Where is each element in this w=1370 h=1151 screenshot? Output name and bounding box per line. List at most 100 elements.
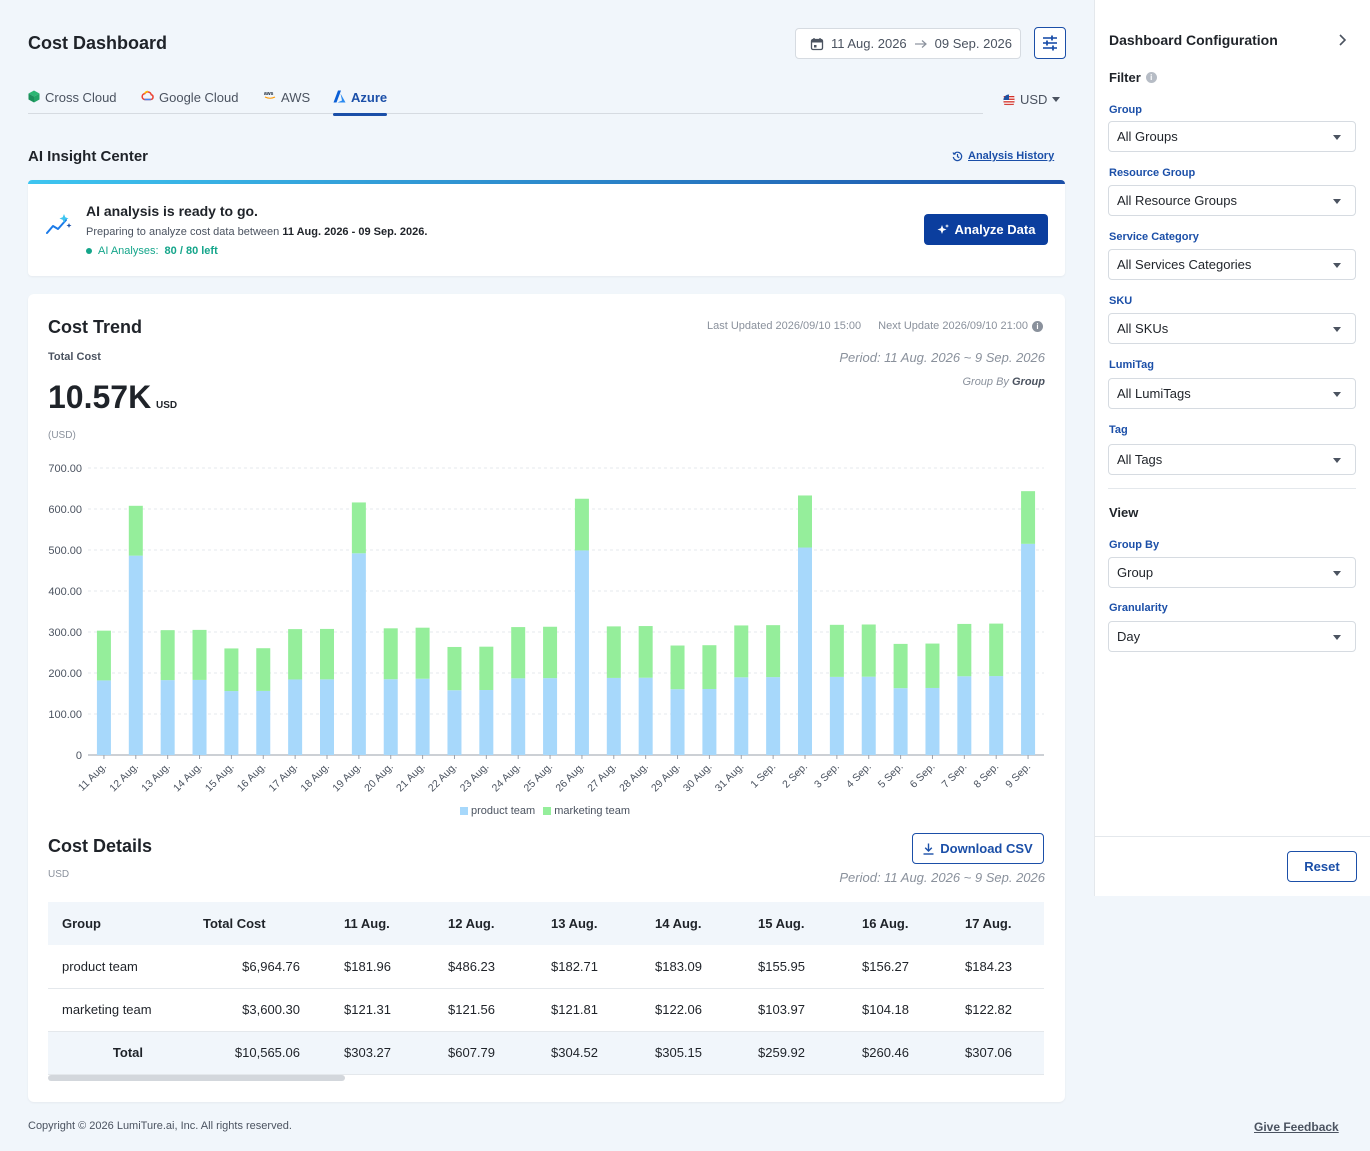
legend-item-product-team[interactable]: product team <box>460 805 535 817</box>
bar-segment <box>1021 491 1036 544</box>
view-heading: View <box>1109 505 1139 520</box>
column-header[interactable]: 11 Aug. <box>314 902 418 945</box>
us-flag-icon <box>1003 93 1015 106</box>
x-tick-label: 16 Aug. <box>235 761 269 795</box>
group-cell: marketing team <box>48 988 179 1032</box>
group-filter-select[interactable]: All Groups <box>1108 121 1356 152</box>
x-tick-label: 15 Aug. <box>203 761 237 795</box>
lumitag-filter-select[interactable]: All LumiTags <box>1108 378 1356 409</box>
chevron-right-icon[interactable] <box>1335 32 1349 48</box>
reset-button[interactable]: Reset <box>1287 851 1357 882</box>
tab-aws[interactable]: aws AWS <box>264 90 310 114</box>
cost-cell: $183.09 <box>625 945 728 989</box>
analysis-history-link[interactable]: Analysis History <box>952 150 1054 162</box>
resource-group-filter-select[interactable]: All Resource Groups <box>1108 185 1356 216</box>
tab-azure[interactable]: Azure <box>333 90 388 116</box>
cost-cell: $260.46 <box>832 1031 935 1075</box>
bar-segment <box>320 628 334 680</box>
ai-insight-card: AI analysis is ready to go. Preparing to… <box>28 180 1065 276</box>
config-panel-title: Dashboard Configuration <box>1109 32 1278 48</box>
insight-title: AI analysis is ready to go. <box>86 203 258 219</box>
bar-segment <box>224 691 239 755</box>
section-divider <box>1108 488 1356 489</box>
bar-segment <box>925 643 940 688</box>
download-icon <box>923 843 934 855</box>
cost-cell: $104.18 <box>832 988 935 1032</box>
table-horizontal-scrollbar[interactable] <box>48 1075 345 1081</box>
table-header-row: Group Total Cost 11 Aug. 12 Aug. 13 Aug.… <box>48 902 1044 945</box>
granularity-select[interactable]: Day <box>1108 621 1356 652</box>
legend-item-marketing-team[interactable]: marketing team <box>543 805 630 817</box>
legend-label: marketing team <box>554 805 631 817</box>
cost-cell: $305.15 <box>625 1031 728 1075</box>
x-tick-label: 9 Sep. <box>1003 761 1033 791</box>
bar-segment <box>192 679 207 755</box>
caret-down-icon <box>1052 97 1061 102</box>
x-tick-label: 27 Aug. <box>585 761 619 795</box>
x-tick-label: 3 Sep. <box>812 761 842 791</box>
status-value: 80 / 80 left <box>164 245 218 257</box>
x-tick-label: 5 Sep. <box>876 761 906 791</box>
cost-trend-title: Cost Trend <box>48 317 143 337</box>
cost-cell: $259.92 <box>728 1031 832 1075</box>
chart-legend: product team marketing team <box>460 805 630 817</box>
caret-down-icon <box>1333 458 1341 463</box>
bar-segment <box>160 630 175 681</box>
tab-google-cloud[interactable]: Google Cloud <box>141 90 239 114</box>
cost-cell: $304.52 <box>521 1031 625 1075</box>
currency-selector[interactable]: USD <box>1003 92 1061 107</box>
trend-period: Period: 11 Aug. 2026 ~ 9 Sep. 2026 <box>839 350 1045 365</box>
x-tick-label: 11 Aug. <box>76 761 109 794</box>
bar-segment <box>1021 543 1036 755</box>
gradient-accent-bar <box>28 180 1065 184</box>
google-cloud-icon <box>141 90 154 101</box>
legend-swatch <box>543 807 552 815</box>
column-header[interactable]: 12 Aug. <box>418 902 521 945</box>
tag-filter-select[interactable]: All Tags <box>1108 444 1356 475</box>
bar-segment <box>702 688 717 755</box>
cost-details-title: Cost Details <box>48 836 153 856</box>
give-feedback-link[interactable]: Give Feedback <box>1254 1120 1339 1134</box>
column-header[interactable]: 17 Aug. <box>935 902 1044 945</box>
service-category-filter-select[interactable]: All Services Categories <box>1108 249 1356 280</box>
aws-icon: aws <box>264 91 276 99</box>
status-label: AI Analyses: <box>98 245 159 257</box>
y-tick-label: 500.00 <box>48 545 82 557</box>
x-tick-label: 6 Sep. <box>908 761 938 791</box>
bar-segment <box>96 680 111 755</box>
analysis-history-label: Analysis History <box>968 150 1055 162</box>
bar-segment <box>861 676 876 755</box>
analyze-data-label: Analyze Data <box>954 222 1036 237</box>
bar-segment <box>128 505 143 556</box>
column-header[interactable]: 13 Aug. <box>521 902 625 945</box>
configuration-toggle-button[interactable] <box>1034 27 1066 59</box>
info-icon[interactable]: i <box>1145 72 1157 83</box>
x-tick-label: 28 Aug. <box>617 761 651 795</box>
lumitag-filter-label: LumiTag <box>1109 359 1155 371</box>
select-value: All Services Categories <box>1117 257 1252 272</box>
analyze-data-button[interactable]: Analyze Data <box>924 214 1048 245</box>
sku-filter-select[interactable]: All SKUs <box>1108 313 1356 344</box>
total-cost-value: 10.57K <box>48 379 152 415</box>
bar-segment <box>670 645 685 690</box>
tab-label: Google Cloud <box>159 90 239 105</box>
column-header[interactable]: 14 Aug. <box>625 902 728 945</box>
info-icon[interactable]: i <box>1032 320 1043 332</box>
group-by-select[interactable]: Group <box>1108 557 1356 588</box>
column-header[interactable]: 15 Aug. <box>728 902 832 945</box>
bar-segment <box>989 623 1004 677</box>
history-icon <box>952 151 963 161</box>
column-header[interactable]: Total Cost <box>179 902 314 945</box>
download-csv-button[interactable]: Download CSV <box>912 833 1044 864</box>
column-header[interactable]: 16 Aug. <box>832 902 935 945</box>
date-range-picker[interactable]: 11 Aug. 2026 09 Sep. 2026 <box>795 28 1021 59</box>
ai-insight-heading: AI Insight Center <box>28 148 149 165</box>
tab-cross-cloud[interactable]: Cross Cloud <box>28 90 117 114</box>
column-header[interactable]: Group <box>48 902 179 945</box>
ai-analyses-status: AI Analyses: 80 / 80 left <box>86 245 218 257</box>
next-update: Next Update 2026/09/10 21:00 <box>878 320 1028 332</box>
bar-segment <box>734 625 749 678</box>
date-start: 11 Aug. 2026 <box>831 36 907 51</box>
filter-heading-label: Filter <box>1109 70 1141 85</box>
x-tick-label: 1 Sep. <box>748 761 778 791</box>
